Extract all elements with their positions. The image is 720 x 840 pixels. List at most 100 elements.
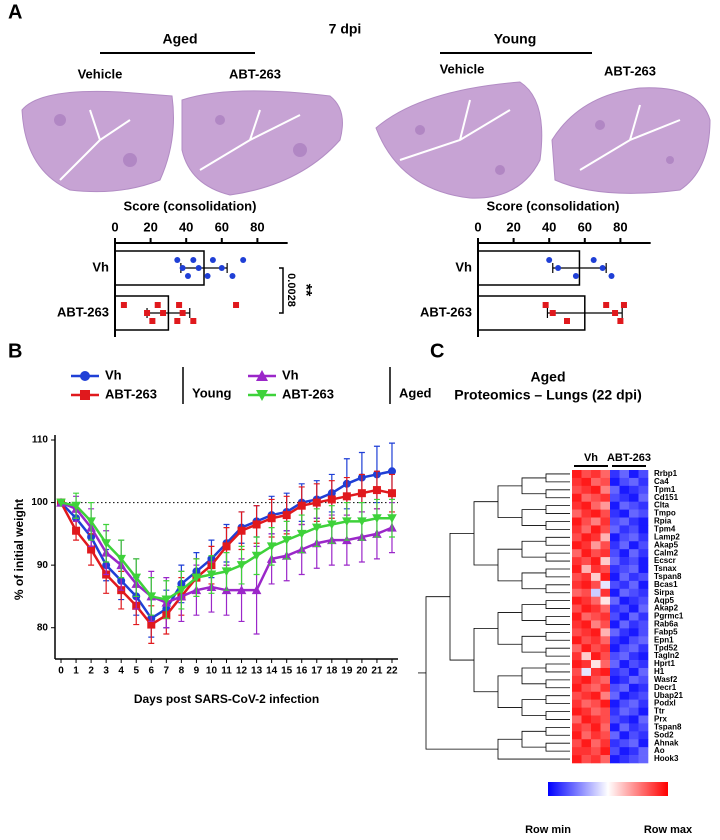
heatmap-cell [581,699,592,708]
data-point [236,585,247,595]
data-point [267,514,276,523]
heatmap-cell [591,707,601,716]
heatmap-cell [610,509,620,518]
legend-label: Vh [282,367,299,382]
heatmap-cell [610,604,620,613]
data-point [160,310,167,316]
data-point [233,302,240,308]
dendrogram-branch [497,675,522,708]
heatmap-cell [619,699,630,708]
data-point [229,273,236,279]
data-point [209,257,216,263]
x-tick-label: 60 [215,219,229,234]
heatmap-cell [572,541,582,550]
heatmap-cell [600,557,611,566]
heatmap-cell [591,509,601,518]
data-point [71,501,81,511]
row-label: Tsnax [654,564,677,573]
heatmap-cell [600,691,611,700]
heatmap-cell [619,549,630,558]
heatmap-cell [619,644,630,653]
data-point [603,302,610,308]
heatmap-cell [610,731,620,740]
heatmap-cell [638,501,649,510]
heatmap-cell [619,533,630,542]
heatmap-cell [638,739,649,748]
data-point [87,545,96,554]
x-tick-label: 12 [236,666,248,677]
data-point [282,511,291,520]
heatmap-cell [581,715,592,724]
heatmap-cell [591,755,601,764]
heatmap-cell [581,588,592,598]
treatment-label: ABT-263 [604,63,656,78]
heatmap-cell [638,565,649,574]
data-point [372,486,381,495]
chart-title: Score (consolidation) [124,198,257,213]
row-label: H1 [654,667,665,676]
heatmap-cell [600,707,611,716]
lung-image [21,81,711,199]
heatmap-cell [619,485,630,495]
heatmap-cell [581,667,592,677]
heatmap-cell [610,549,620,558]
heatmap-cell [600,541,611,550]
heatmap-cell [572,557,582,566]
row-label: Prx [654,715,667,724]
panel-label: A [8,1,22,23]
heatmap-cell [581,683,592,693]
x-tick-label: 1 [73,666,79,677]
heatmap-cell [629,604,639,613]
heatmap-cell [610,477,620,487]
heatmap-cell [619,509,630,518]
data-point [191,573,202,583]
heatmap-cell [629,620,639,629]
heatmap-cell [572,501,582,510]
heatmap-cell [591,580,601,590]
heatmap-cell [629,572,639,582]
dendrogram-branch [545,536,570,546]
heatmap-cell [629,660,639,669]
dendrogram-branch [545,584,570,594]
lung-vessels [59,99,681,181]
row-label: Hook3 [654,754,679,763]
heatmap-cell [619,620,630,629]
heatmap-cell [591,715,601,724]
heatmap-cell [619,572,630,582]
dendrogram-branch [545,489,570,499]
heatmap-cell [629,596,639,605]
heatmap-cell [638,636,649,645]
heatmap-cell [572,517,582,526]
heatmap-cell [610,533,620,542]
row-label: Sirpa [654,588,675,597]
heatmap-cell [581,620,592,629]
heatmap-cell [572,509,582,518]
heatmap-cell [629,675,639,685]
y-axis-label: % of initial weight [12,499,26,600]
legend-marker [80,371,90,381]
heatmap-cell [572,493,582,502]
heatmap-cell [610,755,620,764]
heatmap-cell [619,715,630,724]
heatmap-cell [619,604,630,613]
heatmap-cell [581,565,592,574]
legend-label: ABT-263 [105,386,157,401]
heatmap-cell [572,565,582,574]
heatmap-cell [600,652,611,661]
data-point [342,492,351,501]
x-tick-label: 13 [251,666,263,677]
heatmap-cell [638,667,649,677]
heatmap-cell [572,549,582,558]
data-point [190,318,197,324]
data-point [327,495,336,504]
heatmap-cell [572,588,582,598]
dendrogram-branch [497,548,522,582]
heatmap-cell [610,565,620,574]
dendrogram-branch [545,742,570,752]
data-point [146,592,157,602]
heatmap-cell [629,747,639,756]
heatmap-cell [581,652,592,661]
heatmap-cell [629,525,639,534]
row-label: Pgrmc1 [654,612,684,621]
data-point [237,526,246,535]
